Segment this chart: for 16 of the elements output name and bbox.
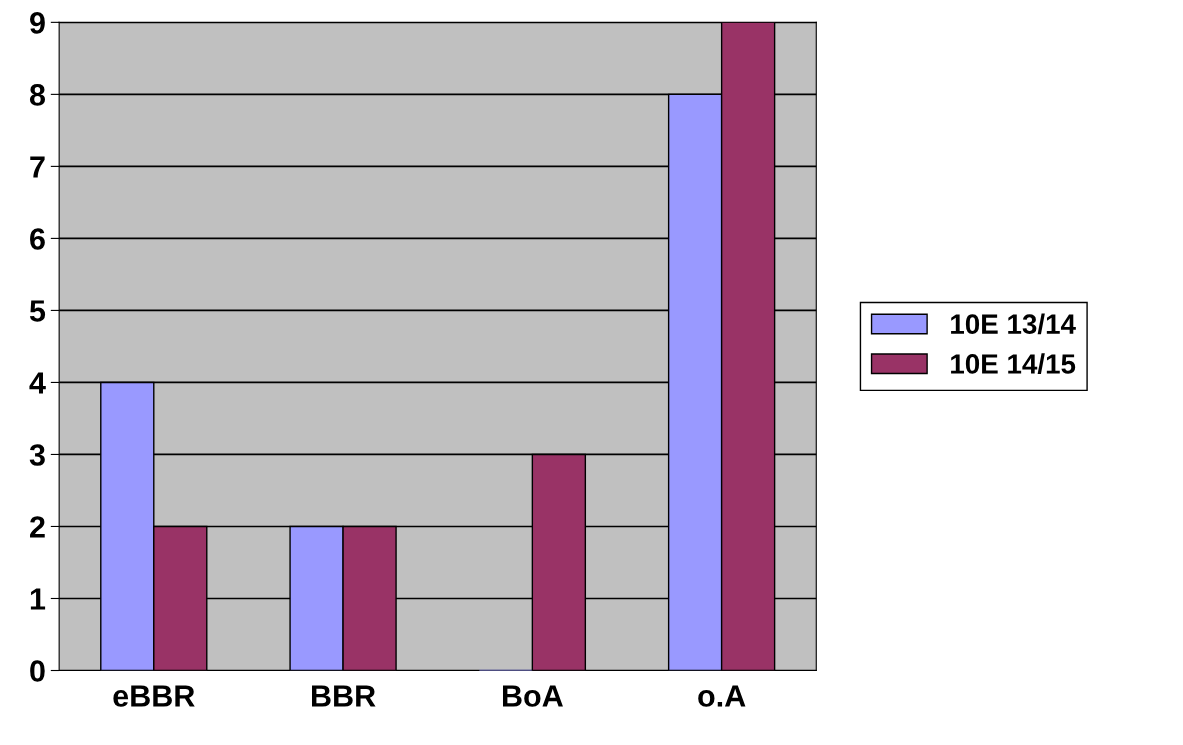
y-tick-label: 9 bbox=[30, 12, 45, 34]
x-tick-label: eBBR bbox=[113, 685, 195, 707]
y-tick-label: 4 bbox=[29, 372, 46, 394]
legend-label: 10E 14/15 bbox=[951, 353, 1076, 375]
y-tick-label: 5 bbox=[29, 300, 46, 322]
x-tick-label: BBR bbox=[312, 685, 376, 707]
y-tick-label: 0 bbox=[30, 660, 45, 682]
legend-label: 10E 13/14 bbox=[951, 313, 1076, 335]
y-tick-label: 1 bbox=[30, 588, 46, 610]
x-tick-label: BoA bbox=[503, 685, 563, 707]
x-tick-label: o.A bbox=[698, 685, 746, 707]
y-tick-label: 8 bbox=[29, 84, 46, 106]
y-tick-label: 2 bbox=[30, 516, 45, 538]
y-tick-label: 7 bbox=[30, 156, 45, 178]
y-tick-label: 6 bbox=[30, 228, 45, 250]
y-tick-label: 3 bbox=[29, 444, 45, 466]
